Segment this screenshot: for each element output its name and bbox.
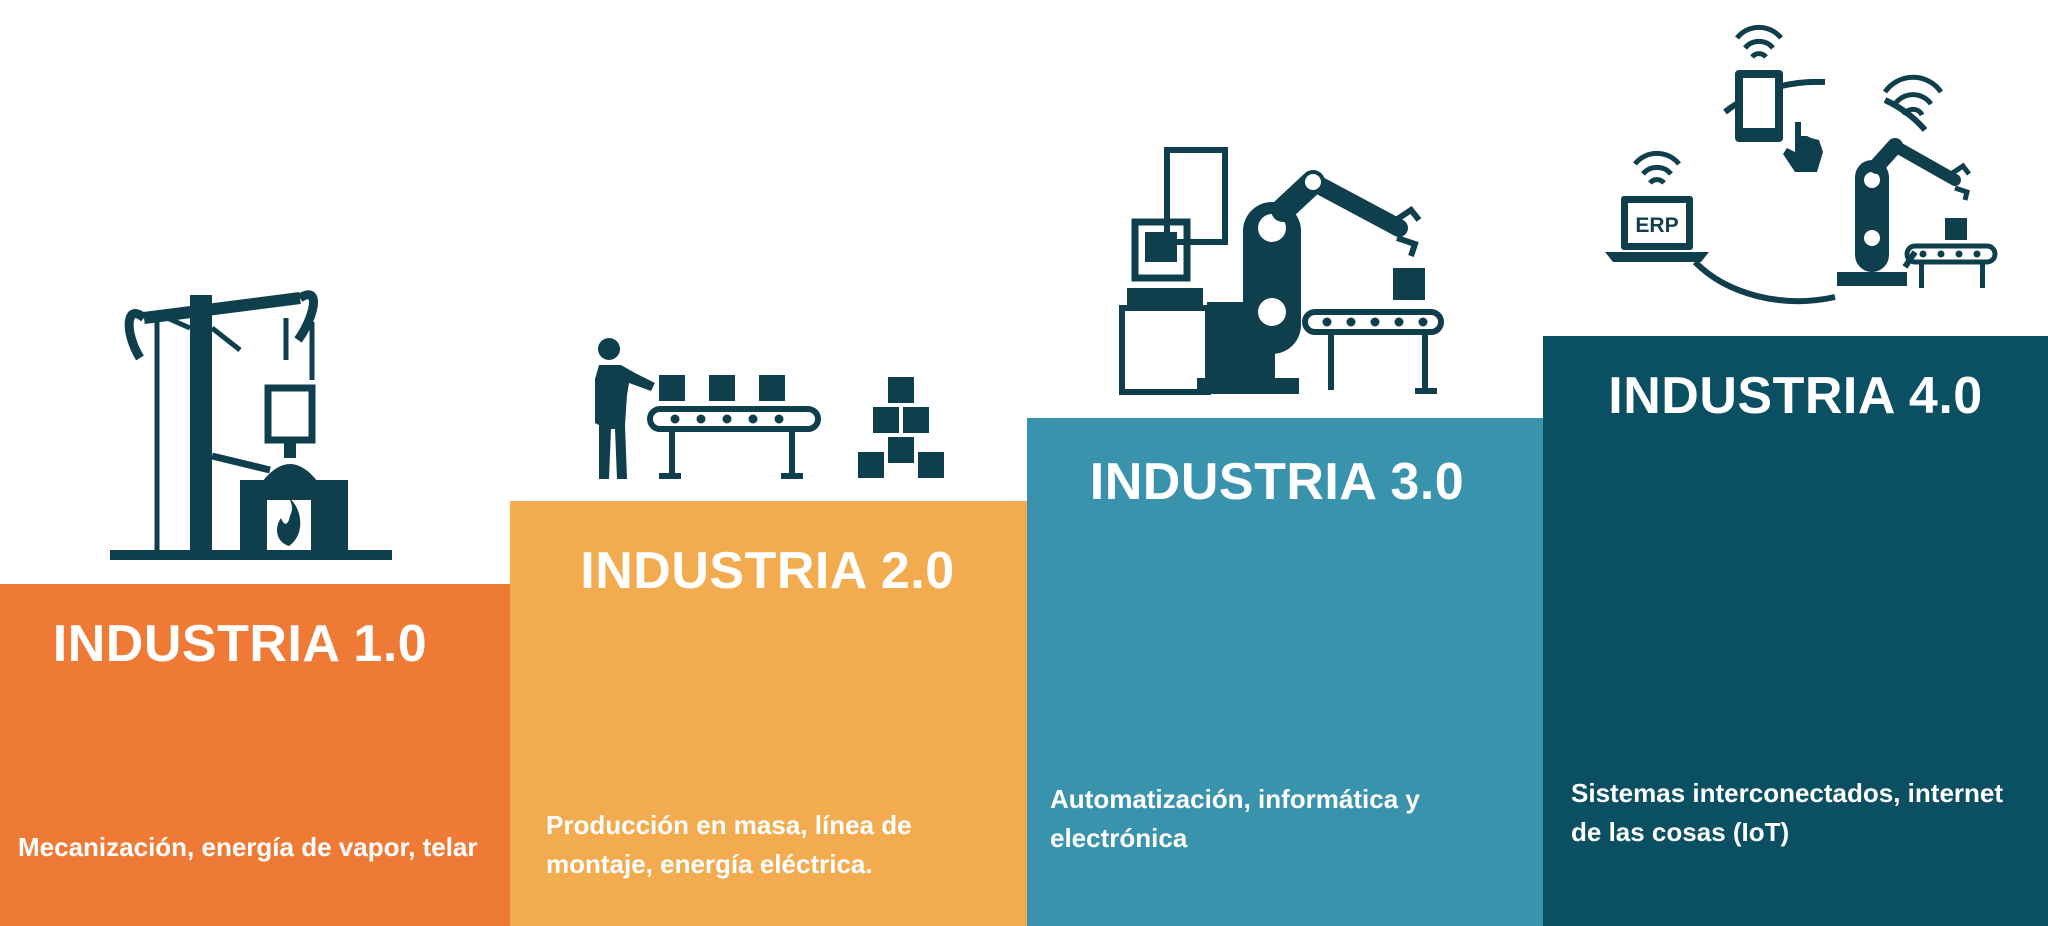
- industry-3-description: Automatización, informática y electrónic…: [1050, 784, 1420, 853]
- industry-2-description: Producción en masa, línea de montaje, en…: [546, 810, 912, 879]
- industry-1-description: Mecanización, energía de vapor, telar: [18, 832, 478, 862]
- industry-1-step: INDUSTRIA 1.0 Mecanización, energía de v…: [0, 584, 510, 926]
- robot-arm-computer-icon: [1115, 140, 1455, 400]
- industry-4-step: INDUSTRIA 4.0 Sistemas interconectados, …: [1543, 336, 2048, 926]
- industry-4-description: Sistemas interconectados, internet de la…: [1571, 778, 2004, 847]
- industry-2-step: INDUSTRIA 2.0 Producción en masa, línea …: [510, 501, 1027, 926]
- industry-4-title: INDUSTRIA 4.0: [1608, 367, 1983, 425]
- industry-1-title: INDUSTRIA 1.0: [52, 615, 428, 673]
- pumpjack-furnace-icon: [100, 270, 400, 570]
- erp-label: ERP: [1635, 214, 1678, 237]
- iot-network-icon: ERP: [1585, 12, 2015, 322]
- industry-3-step: INDUSTRIA 3.0 Automatización, informátic…: [1027, 418, 1543, 926]
- assembly-line-icon: [575, 335, 965, 485]
- industry-3-title: INDUSTRIA 3.0: [1089, 453, 1465, 511]
- industry-2-title: INDUSTRIA 2.0: [580, 542, 955, 600]
